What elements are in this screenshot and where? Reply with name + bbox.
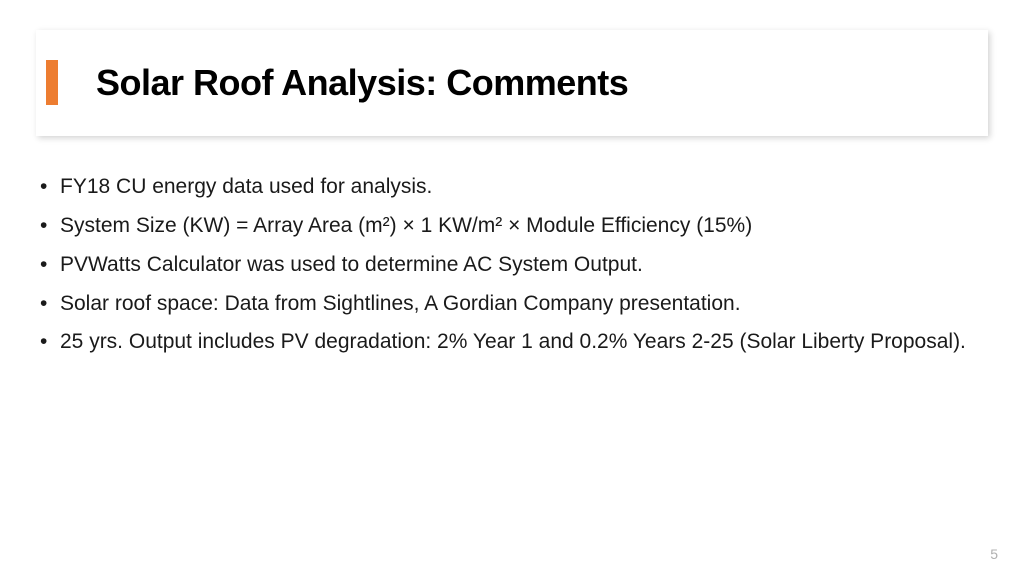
header-box: Solar Roof Analysis: Comments: [36, 30, 988, 136]
slide-title: Solar Roof Analysis: Comments: [96, 62, 628, 104]
bullet-item: Solar roof space: Data from Sightlines, …: [36, 285, 988, 324]
page-number: 5: [990, 546, 998, 562]
bullet-item: 25 yrs. Output includes PV degradation: …: [36, 323, 988, 362]
bullet-item: PVWatts Calculator was used to determine…: [36, 246, 988, 285]
bullet-item: FY18 CU energy data used for analysis.: [36, 168, 988, 207]
bullet-list: FY18 CU energy data used for analysis. S…: [36, 168, 988, 362]
slide: Solar Roof Analysis: Comments FY18 CU en…: [0, 0, 1024, 576]
accent-bar: [46, 60, 58, 105]
bullet-item: System Size (KW) = Array Area (m²) × 1 K…: [36, 207, 988, 246]
